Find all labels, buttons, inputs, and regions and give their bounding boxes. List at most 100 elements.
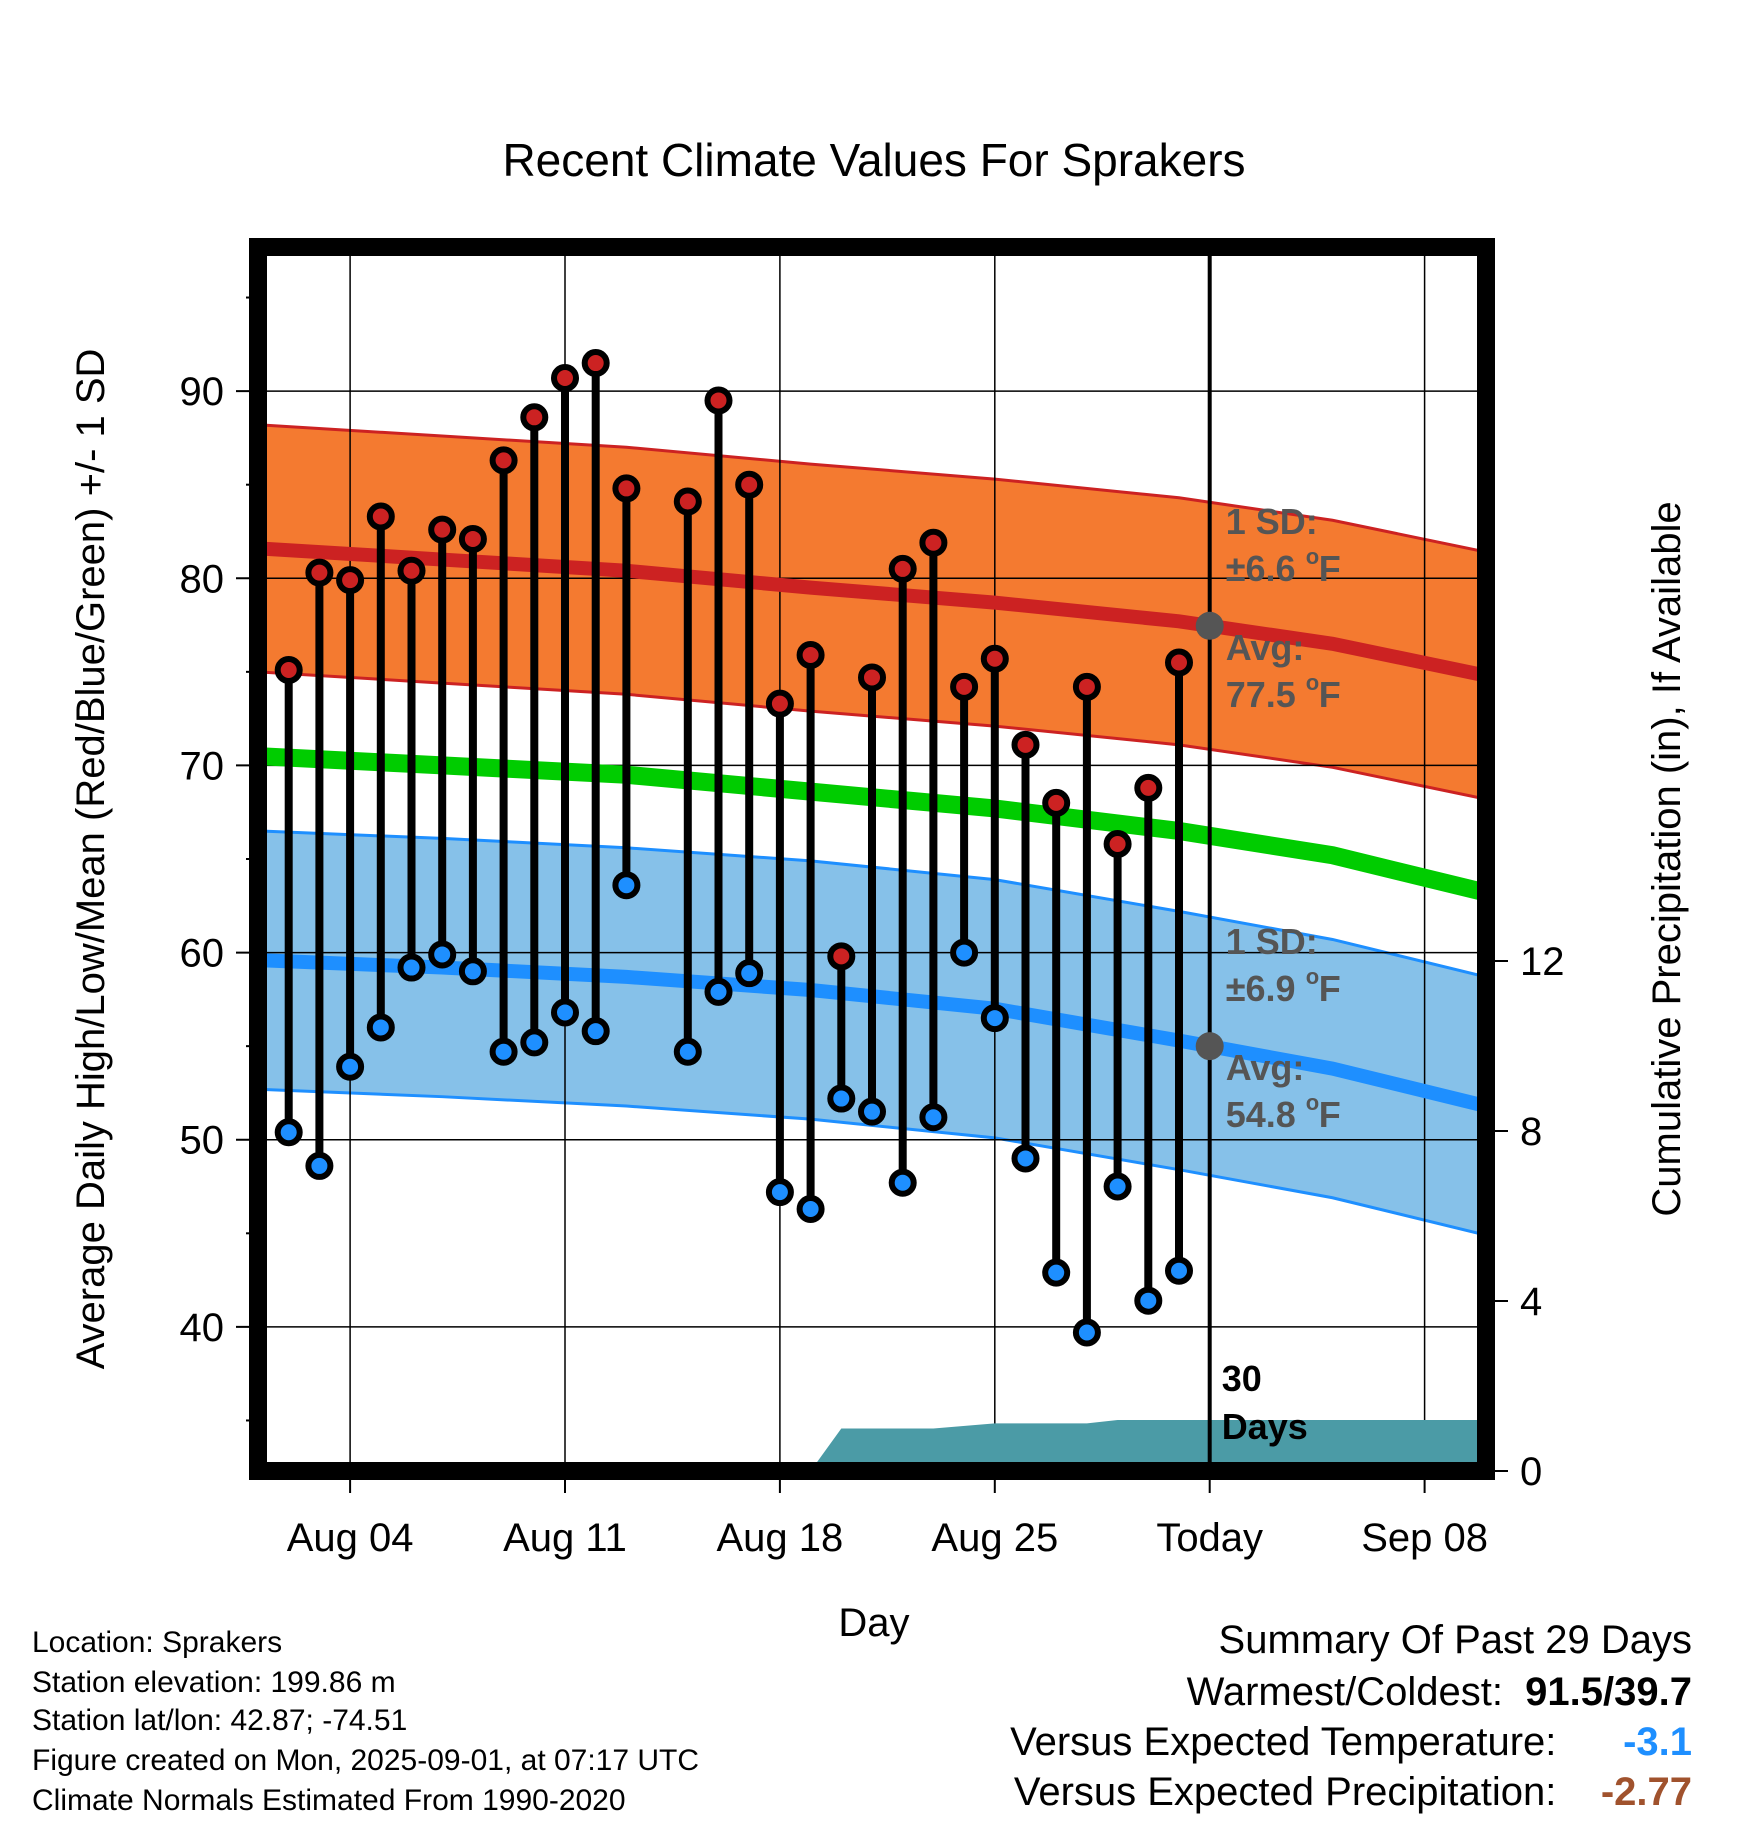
y-tick-label: 80 [180,557,225,601]
summary-temp: Versus Expected Temperature: -3.1 [1010,1720,1692,1765]
x-tick-label: Today [1156,1516,1263,1560]
observed-high-point [765,689,794,718]
observed-low-point [950,938,979,967]
observed-low-point [1165,1256,1193,1285]
observed-high-point [673,487,702,516]
y2-tick-label: 0 [1520,1450,1542,1494]
observed-high-point [796,641,825,669]
y2-tick-label: 12 [1520,940,1565,984]
high-sd-annotation-title: 1 SD: [1226,501,1318,542]
low-avg-annotation-degree: o [1306,1090,1319,1115]
observed-high-point [1072,672,1101,701]
observed-high-point [704,386,733,415]
y-tick-label: 60 [180,932,225,976]
observed-low-point [305,1151,334,1180]
high-sd-annotation-unit: F [1319,548,1341,589]
high-sd-upper-edge [258,423,1486,554]
observed-low-point [274,1118,303,1147]
summary-warmest: Warmest/Coldest: 91.5/39.7 [1187,1670,1692,1715]
low-sd-annotation-title: 1 SD: [1226,921,1318,962]
observed-high-point [950,672,979,701]
observed-high-point [336,566,365,595]
observed-high-point [581,349,610,378]
observed-low-point [581,1017,610,1046]
observed-high-point [366,502,395,531]
observed-low-point [1011,1144,1040,1173]
high-avg-annotation-degree: o [1306,670,1319,695]
observed-high-point [489,446,518,475]
summary-temp-label: Versus Expected Temperature: [1010,1720,1557,1764]
y2-axis-label: Cumulative Precipitation (in), If Availa… [1645,501,1689,1216]
observed-high-point [827,942,856,971]
low-avg-annotation: Avg: 54.8 o F [1226,1047,1341,1135]
observed-high-point [520,403,549,432]
high-avg-annotation-title: Avg: [1226,627,1305,668]
observed-low-point [1134,1286,1163,1315]
observed-high-point [858,663,886,692]
summary-temp-value: -3.1 [1623,1720,1692,1764]
high-avg-annotation-unit: F [1319,674,1341,715]
summary-warmest-label: Warmest/Coldest: [1186,1670,1503,1714]
observed-low-point [1042,1258,1071,1287]
summary-precip: Versus Expected Precipitation: -2.77 [1014,1770,1692,1815]
high-sd-annotation-degree: o [1306,544,1319,569]
created-text: Figure created on Mon, 2025-09-01, at 07… [32,1744,700,1777]
summary-title: Summary Of Past 29 Days [1218,1618,1692,1662]
y2-tick-label: 8 [1520,1110,1542,1154]
observed-low-point [673,1037,702,1066]
summary-precip-label: Versus Expected Precipitation: [1013,1770,1557,1814]
observed-high-point [428,515,457,544]
precip-area [810,1420,1486,1471]
observed-high-point [735,470,764,499]
observed-high-point [1165,648,1193,677]
chart-title: Recent Climate Values For Sprakers [502,134,1245,186]
observed-high-point [1011,730,1040,759]
observed-high-point [305,558,334,587]
low-sd-annotation: 1 SD: ±6.9 o F [1226,921,1341,1009]
observed-low-point [551,998,579,1027]
y2-tick-label: 4 [1520,1280,1542,1324]
low-sd-annotation-degree: o [1306,964,1319,989]
observed-high-point [1042,788,1071,817]
today-high-marker [1195,611,1224,640]
y-tick-label: 90 [180,370,225,414]
latlon-text: Station lat/lon: 42.87; -74.51 [32,1704,408,1737]
summary-warmest-value: 91.5/39.7 [1525,1670,1692,1714]
observed-low-point [888,1168,917,1197]
y-tick-label: 70 [180,744,225,788]
x-axis-label: Day [838,1601,909,1645]
observed-high-point [551,364,579,393]
low-avg-annotation-value: 54.8 [1226,1094,1296,1135]
low-sd-annotation-value: ±6.9 [1226,968,1296,1009]
observed-high-point [980,644,1009,673]
high-sd-annotation-value: ±6.6 [1226,548,1296,589]
high-sd-annotation: 1 SD: ±6.6 o F [1226,501,1341,589]
x-tick-label: Aug 25 [931,1516,1058,1560]
y-axis-label: Average Daily High/Low/Mean (Red/Blue/Gr… [69,349,113,1370]
observed-high-point [1103,830,1132,859]
elevation-text: Station elevation: 199.86 m [32,1666,396,1699]
low-avg-annotation-title: Avg: [1226,1047,1305,1088]
x-tick-label: Sep 08 [1361,1516,1488,1560]
observed-low-point [520,1028,549,1057]
observed-high-point [612,474,641,503]
normals-text: Climate Normals Estimated From 1990-2020 [32,1784,626,1817]
observed-low-point [735,959,764,988]
observed-low-point [765,1178,794,1207]
observed-low-point [1072,1318,1101,1347]
observed-low-point [796,1194,825,1223]
observed-low-point [489,1037,518,1066]
high-avg-annotation-value: 77.5 [1226,674,1296,715]
y-tick-label: 50 [180,1119,225,1163]
observed-high-point [888,554,917,583]
observed-low-point [704,977,733,1006]
today-days-label: Days [1222,1406,1308,1447]
observed-low-point [1103,1172,1132,1201]
observed-low-point [980,1004,1009,1033]
location-text: Location: Sprakers [32,1626,283,1659]
observed-low-point [458,957,487,986]
x-tick-label: Aug 11 [503,1516,627,1560]
observed-low-point [428,940,457,969]
